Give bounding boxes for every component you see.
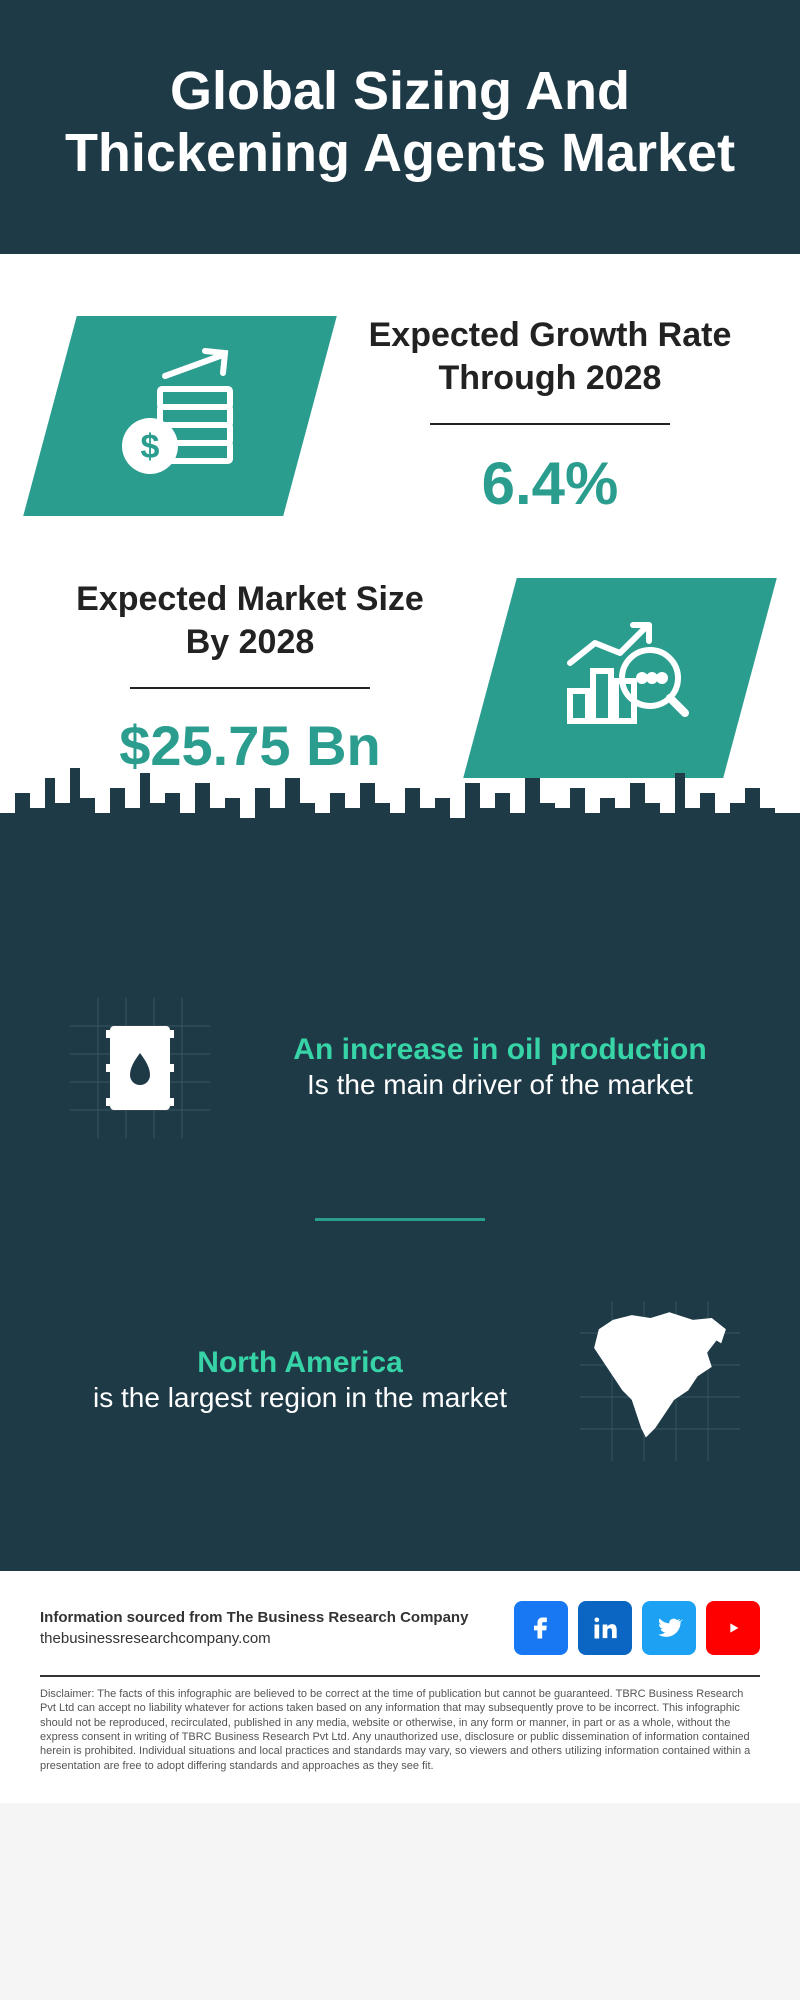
footer: Information sourced from The Business Re… bbox=[0, 1571, 800, 1665]
insight-plain-1: Is the main driver of the market bbox=[260, 1067, 740, 1103]
oil-barrel-icon bbox=[70, 998, 210, 1138]
insight-text-2: North America is the largest region in t… bbox=[60, 1346, 540, 1416]
insight-separator bbox=[315, 1218, 485, 1221]
bar-chart-magnifier-icon bbox=[545, 603, 695, 753]
disclaimer-rule bbox=[40, 1675, 760, 1677]
page-title: Global Sizing And Thickening Agents Mark… bbox=[40, 60, 760, 184]
facebook-icon[interactable] bbox=[514, 1601, 568, 1655]
skyline-decoration bbox=[0, 838, 800, 958]
insight-highlight-2: North America bbox=[60, 1346, 540, 1380]
north-america-icon-wrap bbox=[580, 1301, 740, 1461]
divider bbox=[430, 423, 670, 425]
source-url: thebusinessresearchcompany.com bbox=[40, 1628, 468, 1649]
stat-title-1: Expected Growth Rate Through 2028 bbox=[350, 314, 750, 399]
infographic-container: Global Sizing And Thickening Agents Mark… bbox=[0, 0, 800, 1803]
stat-value-1: 6.4% bbox=[350, 449, 750, 518]
twitter-icon[interactable] bbox=[642, 1601, 696, 1655]
oil-barrel-icon-wrap bbox=[60, 988, 220, 1148]
stat-text-1: Expected Growth Rate Through 2028 6.4% bbox=[350, 314, 750, 518]
growth-icon-panel: $ bbox=[23, 316, 337, 516]
youtube-icon[interactable] bbox=[706, 1601, 760, 1655]
north-america-map-icon bbox=[580, 1296, 740, 1466]
linkedin-icon[interactable] bbox=[578, 1601, 632, 1655]
insight-region: North America is the largest region in t… bbox=[60, 1271, 740, 1491]
social-links bbox=[514, 1601, 760, 1655]
insight-driver: An increase in oil production Is the mai… bbox=[60, 958, 740, 1178]
coins-growth-icon: $ bbox=[105, 341, 255, 491]
stat-text-2: Expected Market Size By 2028 $25.75 Bn bbox=[50, 578, 450, 778]
divider bbox=[130, 687, 370, 689]
insights-section: An increase in oil production Is the mai… bbox=[0, 958, 800, 1571]
header: Global Sizing And Thickening Agents Mark… bbox=[0, 0, 800, 254]
market-icon-panel bbox=[463, 578, 777, 778]
disclaimer-text: Disclaimer: The facts of this infographi… bbox=[0, 1687, 800, 1803]
insight-plain-2: is the largest region in the market bbox=[60, 1380, 540, 1416]
source-info: Information sourced from The Business Re… bbox=[40, 1607, 468, 1649]
stat-title-2: Expected Market Size By 2028 bbox=[50, 578, 450, 663]
svg-text:$: $ bbox=[141, 428, 160, 466]
stat-growth-rate: $ Expected Growth Rate Through 2028 6.4% bbox=[0, 254, 800, 558]
source-line1: Information sourced from The Business Re… bbox=[40, 1607, 468, 1628]
insight-text-1: An increase in oil production Is the mai… bbox=[260, 1033, 740, 1103]
insight-highlight-1: An increase in oil production bbox=[260, 1033, 740, 1067]
